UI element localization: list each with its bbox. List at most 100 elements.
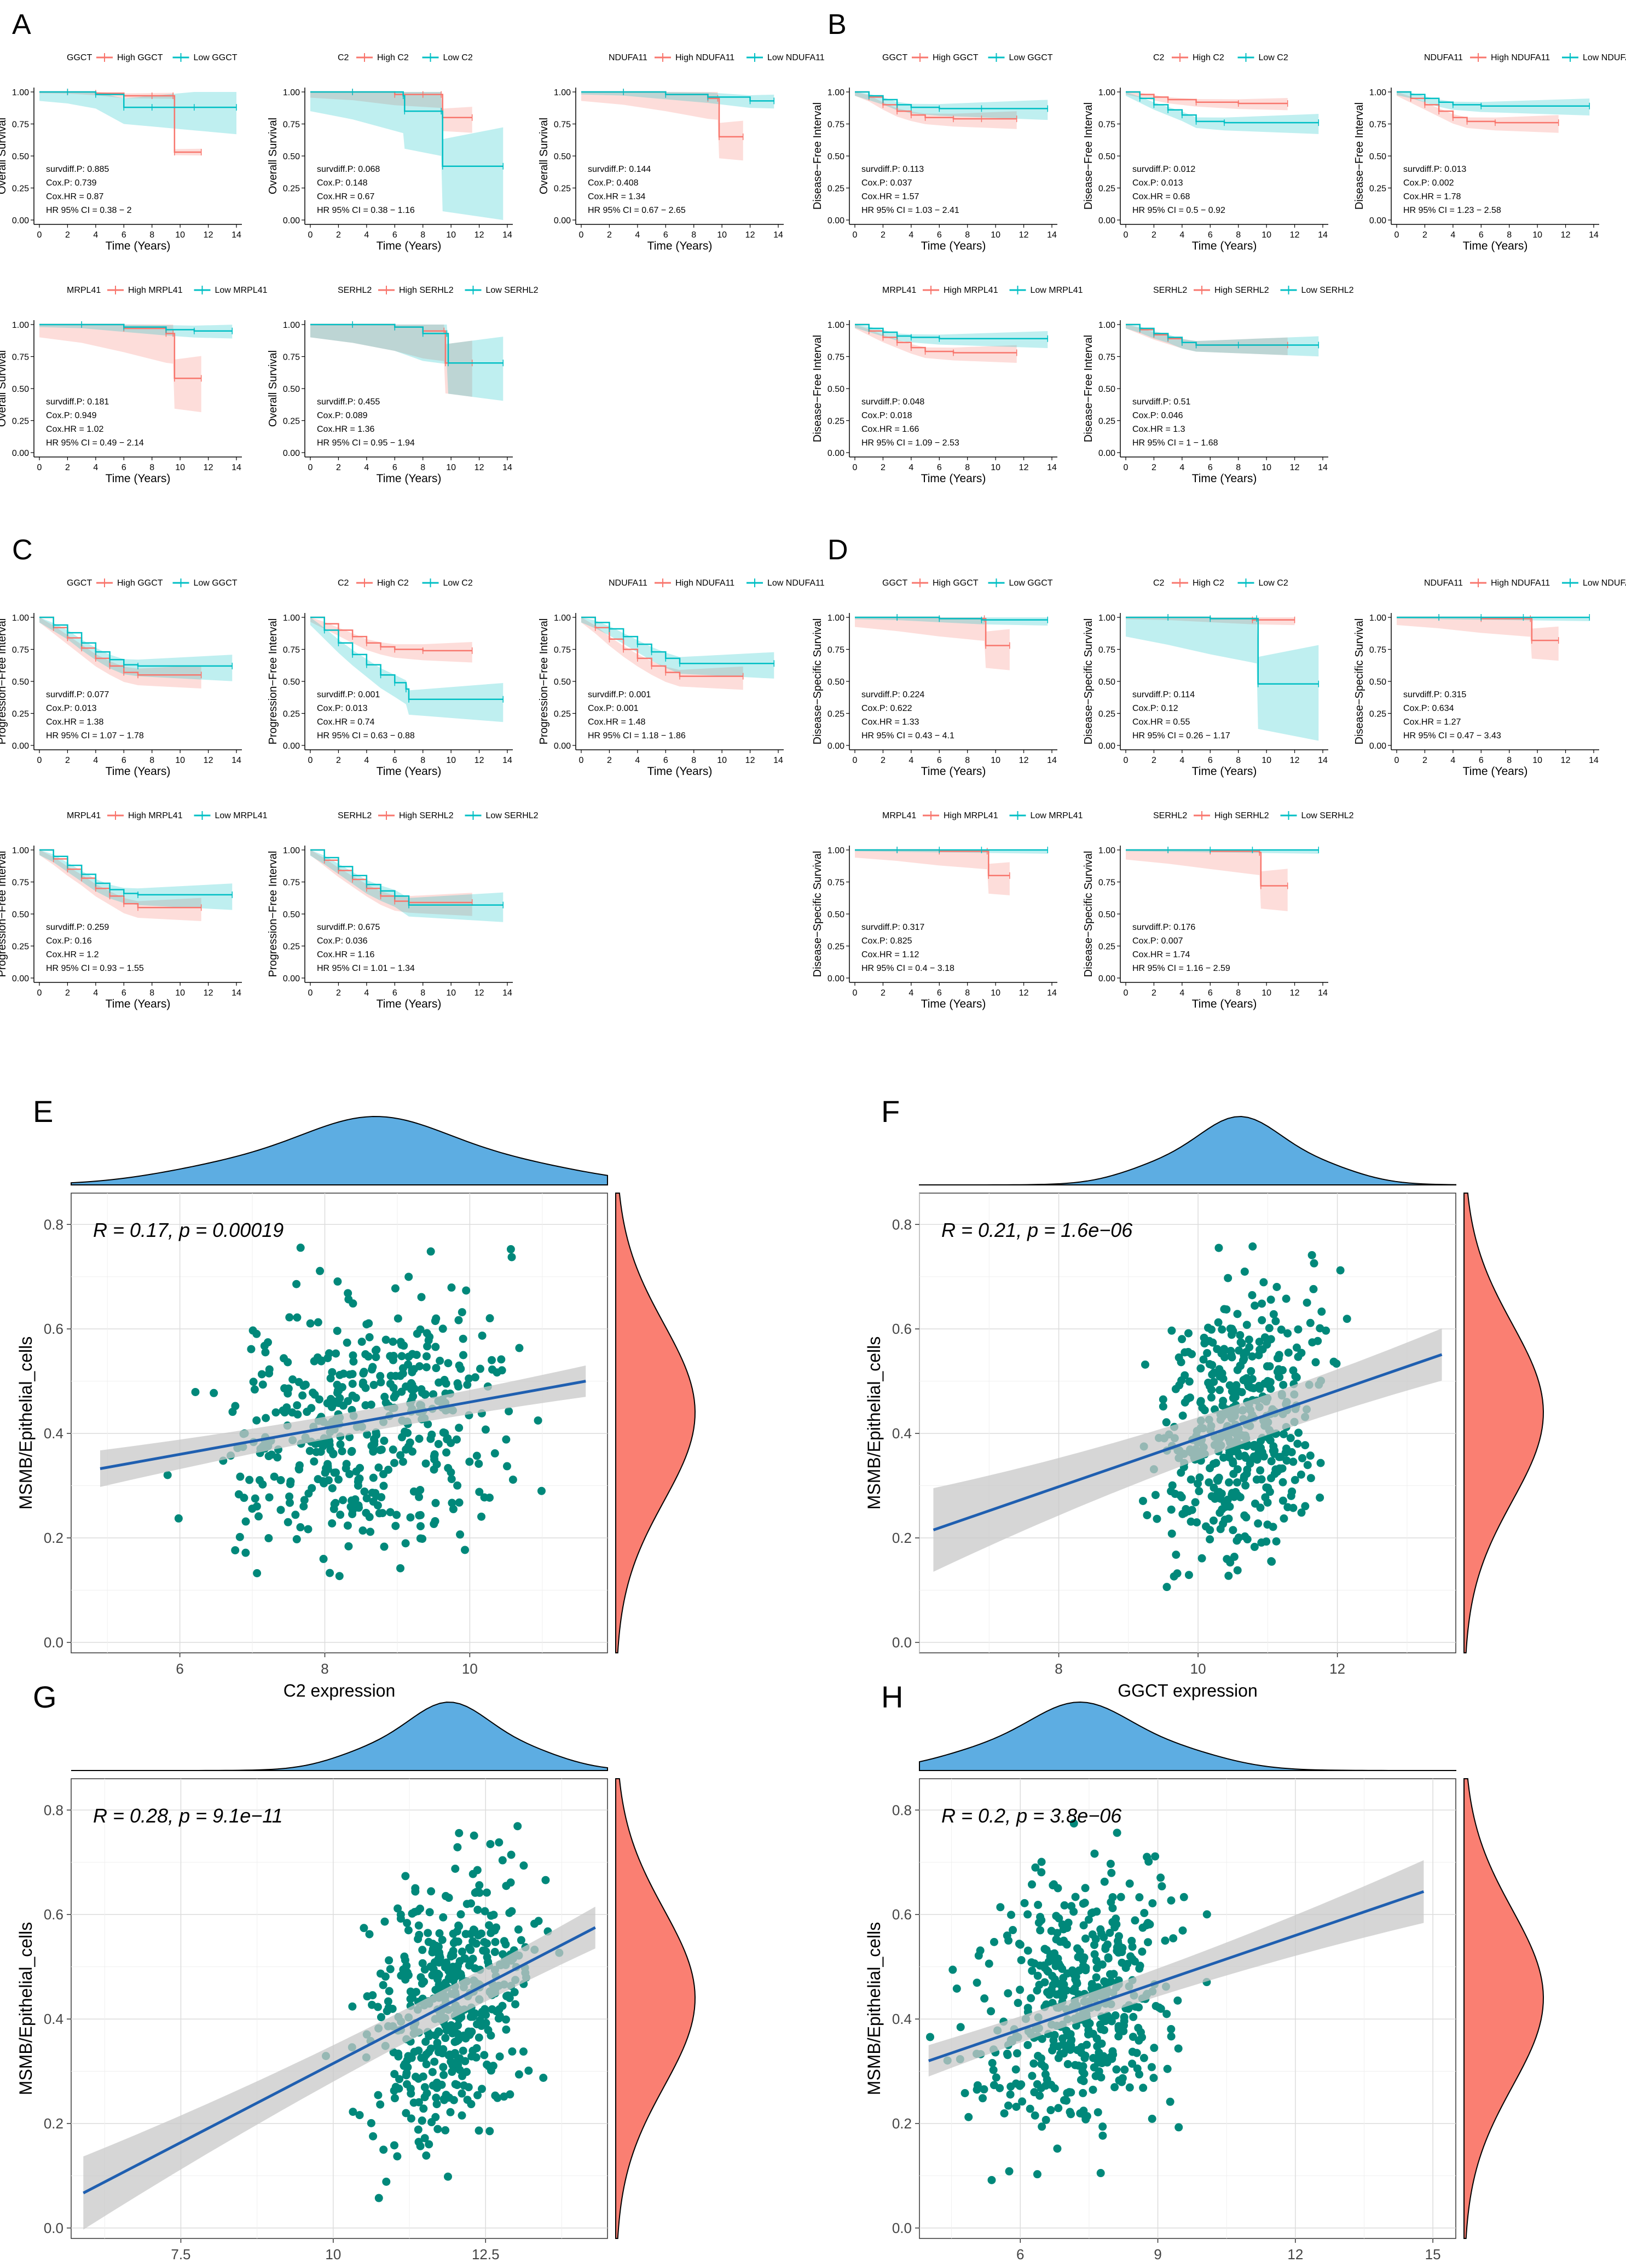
scatter-point (453, 2081, 461, 2090)
scatter-point (1336, 1266, 1345, 1275)
scatter-point (332, 1349, 340, 1358)
x-tick-label: 2 (1151, 463, 1156, 472)
legend-high-label: High MRPL41 (128, 811, 183, 820)
x-axis-label: Time (Years) (106, 240, 171, 252)
scatter-point (1206, 1535, 1214, 1544)
scatter-point (1224, 1274, 1232, 1282)
x-tick-label: 2 (881, 756, 886, 765)
x-tick-label: 6 (1208, 988, 1213, 998)
stat-line: survdiff.P: 0.068 (317, 165, 380, 174)
scatter-point (1263, 1340, 1271, 1349)
y-tick-label: 0.00 (283, 742, 300, 751)
scatter-point (432, 1460, 441, 1468)
scatter-point (455, 1361, 464, 1370)
y-axis-label: Disease−Free Interval (812, 102, 824, 210)
scatter-point (423, 1342, 432, 1351)
x-axis-label: Time (Years) (106, 472, 171, 485)
scatter-point (446, 2108, 455, 2116)
scatter-point (1090, 1941, 1099, 1949)
scatter-point (1004, 2101, 1012, 2110)
high-ci-band (310, 92, 472, 133)
x-tick-label: 4 (364, 988, 369, 998)
scatter-point (485, 1314, 494, 1323)
scatter-point (1279, 1380, 1288, 1389)
scatter-point (511, 2000, 520, 2009)
scatter-point (319, 1554, 328, 1563)
x-tick-label: 14 (1047, 756, 1057, 765)
scatter-point (365, 1930, 374, 1939)
scatter-point (1191, 1498, 1200, 1507)
scatter-point (1167, 1326, 1176, 1335)
scatter-point (423, 1329, 431, 1338)
scatter-point (1294, 1325, 1303, 1334)
y-tick-label: 0.25 (12, 184, 29, 194)
scatter-point (426, 1434, 435, 1443)
stat-line: survdiff.P: 0.114 (1132, 690, 1195, 699)
high-ci-band (855, 850, 1010, 895)
y-tick-label: 0.50 (828, 385, 844, 394)
x-tick-label: 2 (1151, 988, 1156, 998)
scatter-point (379, 1470, 387, 1479)
scatter-point (1048, 1956, 1057, 1965)
scatter-point (1089, 1908, 1097, 1917)
y-density (615, 1778, 696, 2239)
x-tick-label: 2 (881, 230, 886, 240)
scatter-point (1174, 2123, 1183, 2132)
scatter-point (163, 1471, 172, 1479)
scatter-point (1120, 2017, 1129, 2026)
y-tick-label: 0.8 (44, 1802, 63, 1818)
scatter-point (349, 2108, 357, 2116)
scatter-point (1033, 2170, 1041, 2179)
scatter-point (403, 1919, 412, 1928)
x-tick-label: 4 (93, 756, 98, 765)
y-tick-label: 1.00 (828, 321, 844, 330)
scatter-point (457, 2013, 466, 2022)
scatter-point (498, 2001, 507, 2010)
x-tick-label: 10 (462, 1660, 478, 1677)
scatter-point (1116, 1893, 1125, 1901)
scatter-point (1301, 1441, 1310, 1450)
scatter-point (461, 1546, 470, 1554)
scatter-point (430, 2057, 439, 2066)
legend-low-label: Low NDUFA11 (767, 53, 825, 62)
x-tick-label: 10 (175, 463, 185, 472)
scatter-point (1205, 1336, 1214, 1345)
x-tick-label: 10 (446, 230, 456, 240)
y-tick-label: 0.00 (828, 742, 844, 751)
scatter-point (1237, 1388, 1246, 1397)
legend-low-label: Low C2 (1259, 578, 1288, 588)
y-tick-label: 0.75 (1098, 878, 1115, 888)
legend-high-label: High MRPL41 (944, 811, 998, 820)
scatter-point (450, 1963, 459, 1971)
x-tick-label: 8 (420, 463, 425, 472)
x-tick-label: 0 (579, 756, 584, 765)
scatter-point (379, 1482, 388, 1490)
x-tick-label: 10 (1532, 756, 1542, 765)
scatter-point (404, 1272, 413, 1281)
scatter-point (1240, 1472, 1248, 1481)
scatter-point (1228, 1447, 1236, 1456)
scatter-point (501, 1940, 510, 1949)
scatter-point (462, 1286, 471, 1295)
scatter-point (425, 1908, 434, 1917)
legend-title: MRPL41 (67, 286, 101, 295)
x-tick-label: 4 (1179, 756, 1184, 765)
scatter-point (1232, 1381, 1241, 1390)
y-tick-label: 0.00 (1098, 742, 1115, 751)
scatter-point (374, 2091, 383, 2099)
scatter-point (1256, 1503, 1265, 1512)
stat-line: Cox.HR = 1.74 (1132, 950, 1190, 959)
scatter-point (1016, 1986, 1025, 1994)
scatter-point (343, 1338, 351, 1347)
scatter-point (1081, 2051, 1090, 2060)
stat-line: HR 95% CI = 0.38 − 1.16 (317, 206, 415, 215)
scatter-point (1224, 1514, 1233, 1523)
stat-line: survdiff.P: 0.181 (46, 397, 109, 407)
km-plot-ndufa11: NDUFA11 High NDUFA11 Low NDUFA11 0.00 0.25 0.… (538, 53, 825, 252)
scatter-point (422, 2151, 431, 2160)
scatter-point (1216, 1386, 1224, 1395)
scatter-point (1263, 1520, 1272, 1529)
x-axis-label: Time (Years) (921, 472, 986, 485)
scatter-point (459, 1351, 467, 1359)
x-tick-label: 0 (1124, 756, 1129, 765)
